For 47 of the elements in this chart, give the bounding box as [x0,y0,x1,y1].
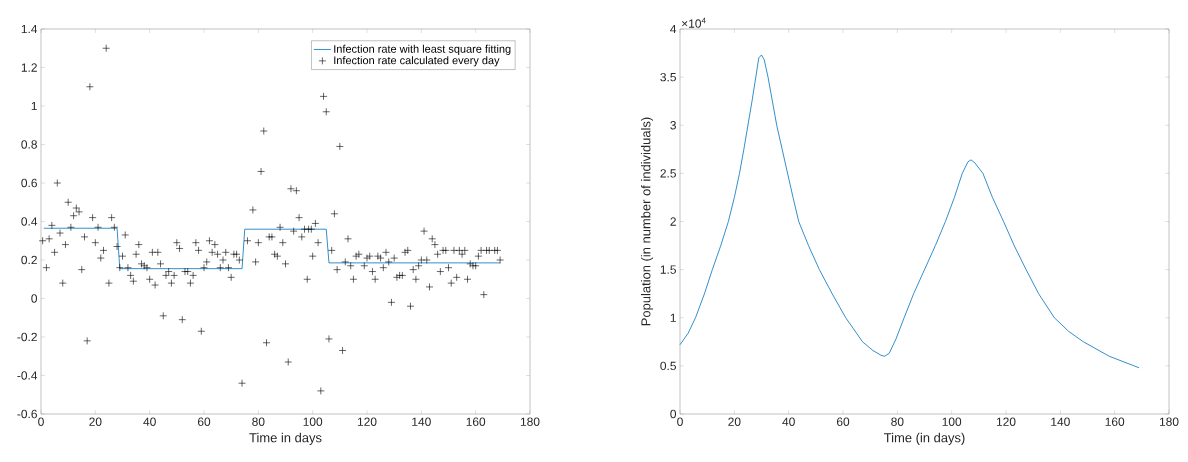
x-axis-title: Time in days [249,432,322,445]
y-tick-label: 1 [31,101,37,111]
x-tick-label: 60 [836,417,850,426]
y-tick-label: -0.2 [17,332,37,342]
line-series [43,227,501,270]
x-tick-label: 140 [1051,417,1070,426]
x-tick-label: 160 [466,417,486,426]
y-tick-label: -0.4 [17,371,38,380]
x-tick-label: 120 [357,417,377,426]
x-tick-label: 0 [677,417,683,426]
y-tick-label: 1.5 [660,265,676,274]
x-tick-label: 180 [520,417,540,426]
x-tick-label: 40 [143,417,156,426]
x-tick-label: 80 [891,417,904,426]
y-tick-label: 0.6 [21,178,37,188]
x-tick-label: 180 [1159,417,1179,426]
legend-label: Infection rate calculated every day [334,56,500,67]
x-tick-label: 80 [252,417,265,426]
x-tick-label: 20 [89,417,102,426]
y-tick-label: 0.5 [660,361,676,371]
y-tick-label: -0.6 [17,409,37,419]
x-tick-label: 160 [1105,417,1125,426]
y-axis-title: Population (in number of individuals) [640,117,654,326]
y-tick-label: 1.4 [21,24,38,34]
y-tick-label: 1 [670,313,676,322]
y-tick-label: 0.2 [21,255,37,265]
x-tick-label: 20 [728,417,741,426]
x-tick-label: 40 [782,417,795,426]
text: ×10$^{4}$ [682,17,706,28]
x-tick-label: 0 [38,417,44,426]
y-tick-label: 0.8 [21,140,37,149]
y-tick-label: 0.4 [21,217,38,226]
y-tick-label: 3 [670,121,676,130]
y-tick-label: 4 [670,24,677,34]
y-tick-label: 2 [670,217,676,226]
y-tick-label: 3.5 [660,72,676,82]
y-tick-label: 0 [31,294,38,303]
x-tick-label: 60 [197,417,211,426]
x-tick-label: 140 [412,417,431,426]
y-tick-label: 0 [670,409,677,419]
y-tick-label: 1.2 [21,63,37,72]
x-axis-title: Time (in days) [884,432,965,445]
legend-label: Infection rate with least square fitting [334,44,511,55]
x-tick-label: 100 [303,417,323,426]
x-tick-label: 120 [996,417,1016,426]
y-tick-label: 2.5 [660,169,676,178]
x-tick-label: 100 [942,417,962,426]
